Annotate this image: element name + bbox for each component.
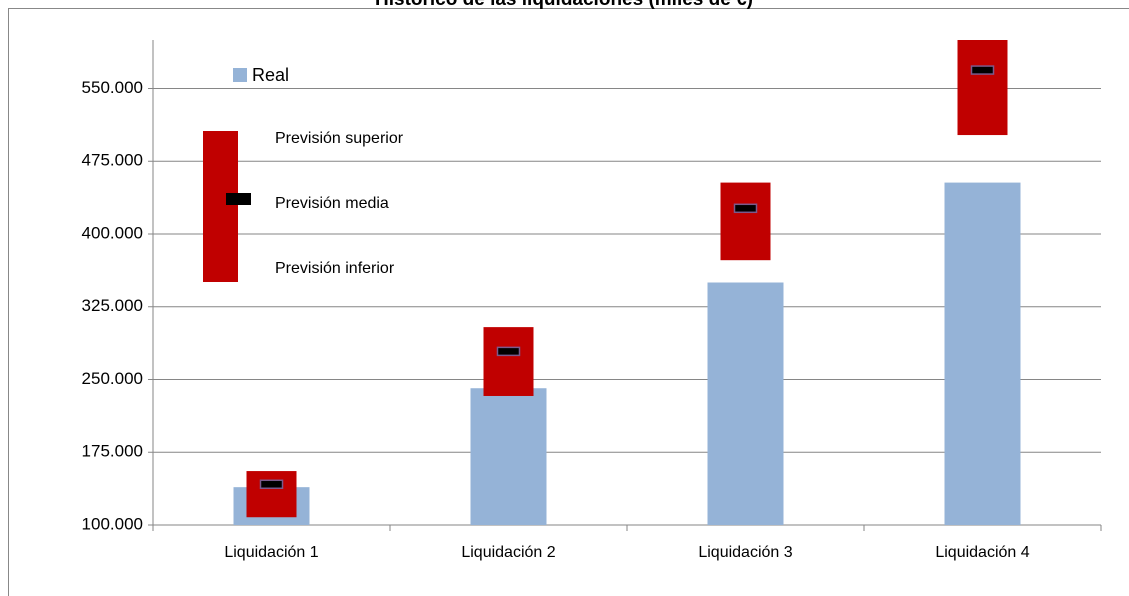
y-tick-label: 175.000 <box>82 442 143 461</box>
forecast-mean <box>259 479 284 490</box>
x-tick-label: Liquidación 3 <box>698 544 792 561</box>
legend-swatch <box>226 193 251 205</box>
y-tick-label: 550.000 <box>82 78 143 97</box>
legend-label: Previsión media <box>275 195 389 212</box>
bar <box>470 388 547 525</box>
x-tick-label: Liquidación 2 <box>461 544 555 561</box>
forecast-range <box>720 182 771 261</box>
legend-swatch <box>203 131 238 282</box>
forecast-range <box>957 40 1008 136</box>
legend-label: Real <box>252 65 289 85</box>
x-tick-label: Liquidación 1 <box>224 544 318 561</box>
y-tick-label: 100.000 <box>82 514 143 533</box>
chart-title: Histórico de las liquidaciones (miles de… <box>375 0 753 10</box>
x-tick-label: Liquidación 4 <box>935 544 1029 561</box>
forecast-range <box>483 327 534 396</box>
forecast-mean <box>496 346 521 357</box>
y-tick-label: 400.000 <box>82 223 143 242</box>
y-tick-label: 475.000 <box>82 151 143 170</box>
legend-swatch <box>233 68 247 82</box>
forecast-mean <box>970 65 995 75</box>
y-tick-label: 250.000 <box>82 369 143 388</box>
forecast-mean <box>733 203 758 214</box>
forecast-range <box>246 471 297 518</box>
chart-frame <box>8 8 1129 596</box>
legend-label: Previsión inferior <box>275 260 395 277</box>
bar <box>944 182 1021 525</box>
legend-label: Previsión superior <box>275 130 404 147</box>
y-tick-label: 325.000 <box>82 296 143 315</box>
bar <box>707 282 784 525</box>
